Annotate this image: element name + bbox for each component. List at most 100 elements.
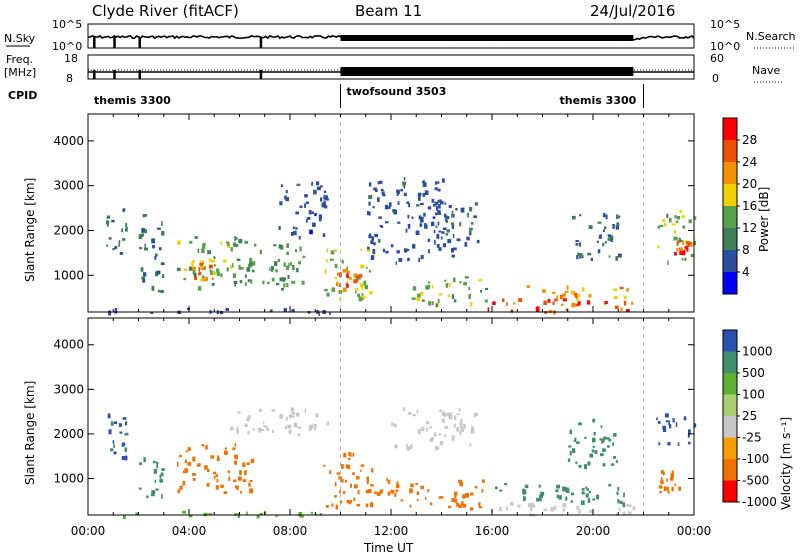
data-cell: [428, 249, 430, 254]
data-cell: [114, 246, 118, 250]
data-cell: [431, 301, 434, 305]
data-cell: [578, 293, 581, 297]
x-axis-labels: 00:00 04:00 08:00 12:00 16:00 20:00 00:00: [71, 524, 712, 538]
data-cell: [161, 221, 163, 227]
data-cell: [249, 488, 252, 494]
data-cell: [666, 213, 669, 218]
data-cell: [233, 479, 237, 482]
data-cell: [583, 464, 587, 470]
data-cell: [347, 457, 351, 461]
colorbar-swatch: [723, 140, 737, 162]
data-cell: [437, 199, 440, 203]
data-cell: [234, 454, 238, 458]
data-cell: [150, 311, 154, 314]
data-cell: [591, 449, 595, 453]
data-cell: [234, 485, 239, 489]
data-cell: [434, 239, 436, 245]
data-cell: [526, 285, 530, 289]
data-cell: [362, 297, 364, 300]
velocity-yticks: 1000 2000 3000 4000: [53, 338, 694, 485]
data-cell: [193, 276, 198, 280]
data-cell: [542, 289, 546, 293]
data-cell: [409, 504, 412, 508]
data-cell: [122, 442, 126, 447]
data-cell: [323, 202, 326, 206]
data-cell: [579, 214, 582, 217]
data-cell: [370, 255, 374, 260]
data-cell: [121, 238, 126, 241]
data-cell: [336, 281, 339, 287]
data-cell: [662, 427, 667, 432]
data-cell: [589, 453, 593, 458]
data-cell: [213, 475, 216, 480]
data-cell: [613, 456, 616, 459]
data-cell: [207, 250, 211, 255]
data-cell: [565, 290, 569, 293]
data-cell: [287, 424, 292, 429]
data-cell: [552, 301, 555, 305]
data-cell: [420, 427, 425, 432]
data-cell: [443, 215, 448, 218]
y-tick-label: 4000: [53, 134, 84, 148]
data-cell: [139, 462, 143, 466]
data-cell: [119, 431, 123, 434]
data-cell: [454, 491, 458, 496]
data-cell: [688, 219, 692, 224]
beam-title: Beam 11: [355, 2, 422, 20]
data-cell: [395, 261, 398, 265]
data-cell: [456, 427, 460, 432]
data-cell: [667, 260, 669, 265]
data-cell: [225, 241, 228, 244]
data-cell: [419, 292, 424, 296]
data-cell: [329, 258, 334, 261]
data-cell: [192, 478, 196, 481]
data-cell: [403, 192, 407, 197]
data-cell: [125, 226, 128, 232]
data-cell: [223, 259, 227, 263]
data-cell: [199, 260, 204, 265]
data-cell: [223, 491, 227, 495]
data-cell: [367, 246, 370, 250]
cpid-segments: themis 3300 twofsound 3503 themis 3300: [94, 84, 644, 108]
data-cell: [435, 181, 437, 185]
colorbar-tick-label: 100: [742, 388, 765, 402]
data-cell: [107, 413, 111, 419]
data-cell: [476, 239, 480, 244]
data-cell: [247, 430, 250, 435]
colorbar-tick-label: 500: [742, 366, 765, 380]
data-cell: [286, 283, 289, 288]
data-cell: [596, 494, 600, 500]
data-cell: [288, 262, 290, 268]
data-cell: [125, 455, 128, 461]
data-cell: [417, 429, 421, 435]
data-cell: [124, 447, 128, 452]
data-cell: [365, 266, 368, 269]
data-cell: [676, 237, 679, 240]
data-cell: [292, 265, 295, 268]
data-cell: [615, 305, 619, 310]
data-cell: [211, 282, 215, 286]
data-cell: [290, 261, 292, 266]
data-cell: [435, 205, 438, 211]
data-cell: [674, 215, 677, 219]
data-cell: [248, 262, 253, 266]
data-cell: [439, 409, 442, 413]
data-cell: [617, 215, 621, 219]
data-cell: [354, 484, 358, 489]
data-cell: [184, 459, 187, 464]
data-cell: [298, 261, 302, 265]
y-tick-label: 3000: [53, 382, 84, 396]
data-cell: [151, 490, 156, 494]
data-cell: [106, 244, 109, 247]
y-tick-label: 2000: [53, 223, 84, 237]
data-cell: [434, 187, 438, 191]
data-cell: [280, 184, 283, 188]
data-cell: [159, 474, 162, 479]
data-cell: [451, 211, 454, 214]
data-cell: [226, 267, 229, 272]
data-cell: [156, 461, 159, 464]
colorbar-tick-label: 28: [742, 133, 757, 147]
data-cell: [451, 497, 455, 503]
data-cell: [667, 486, 669, 492]
data-cell: [448, 412, 453, 418]
